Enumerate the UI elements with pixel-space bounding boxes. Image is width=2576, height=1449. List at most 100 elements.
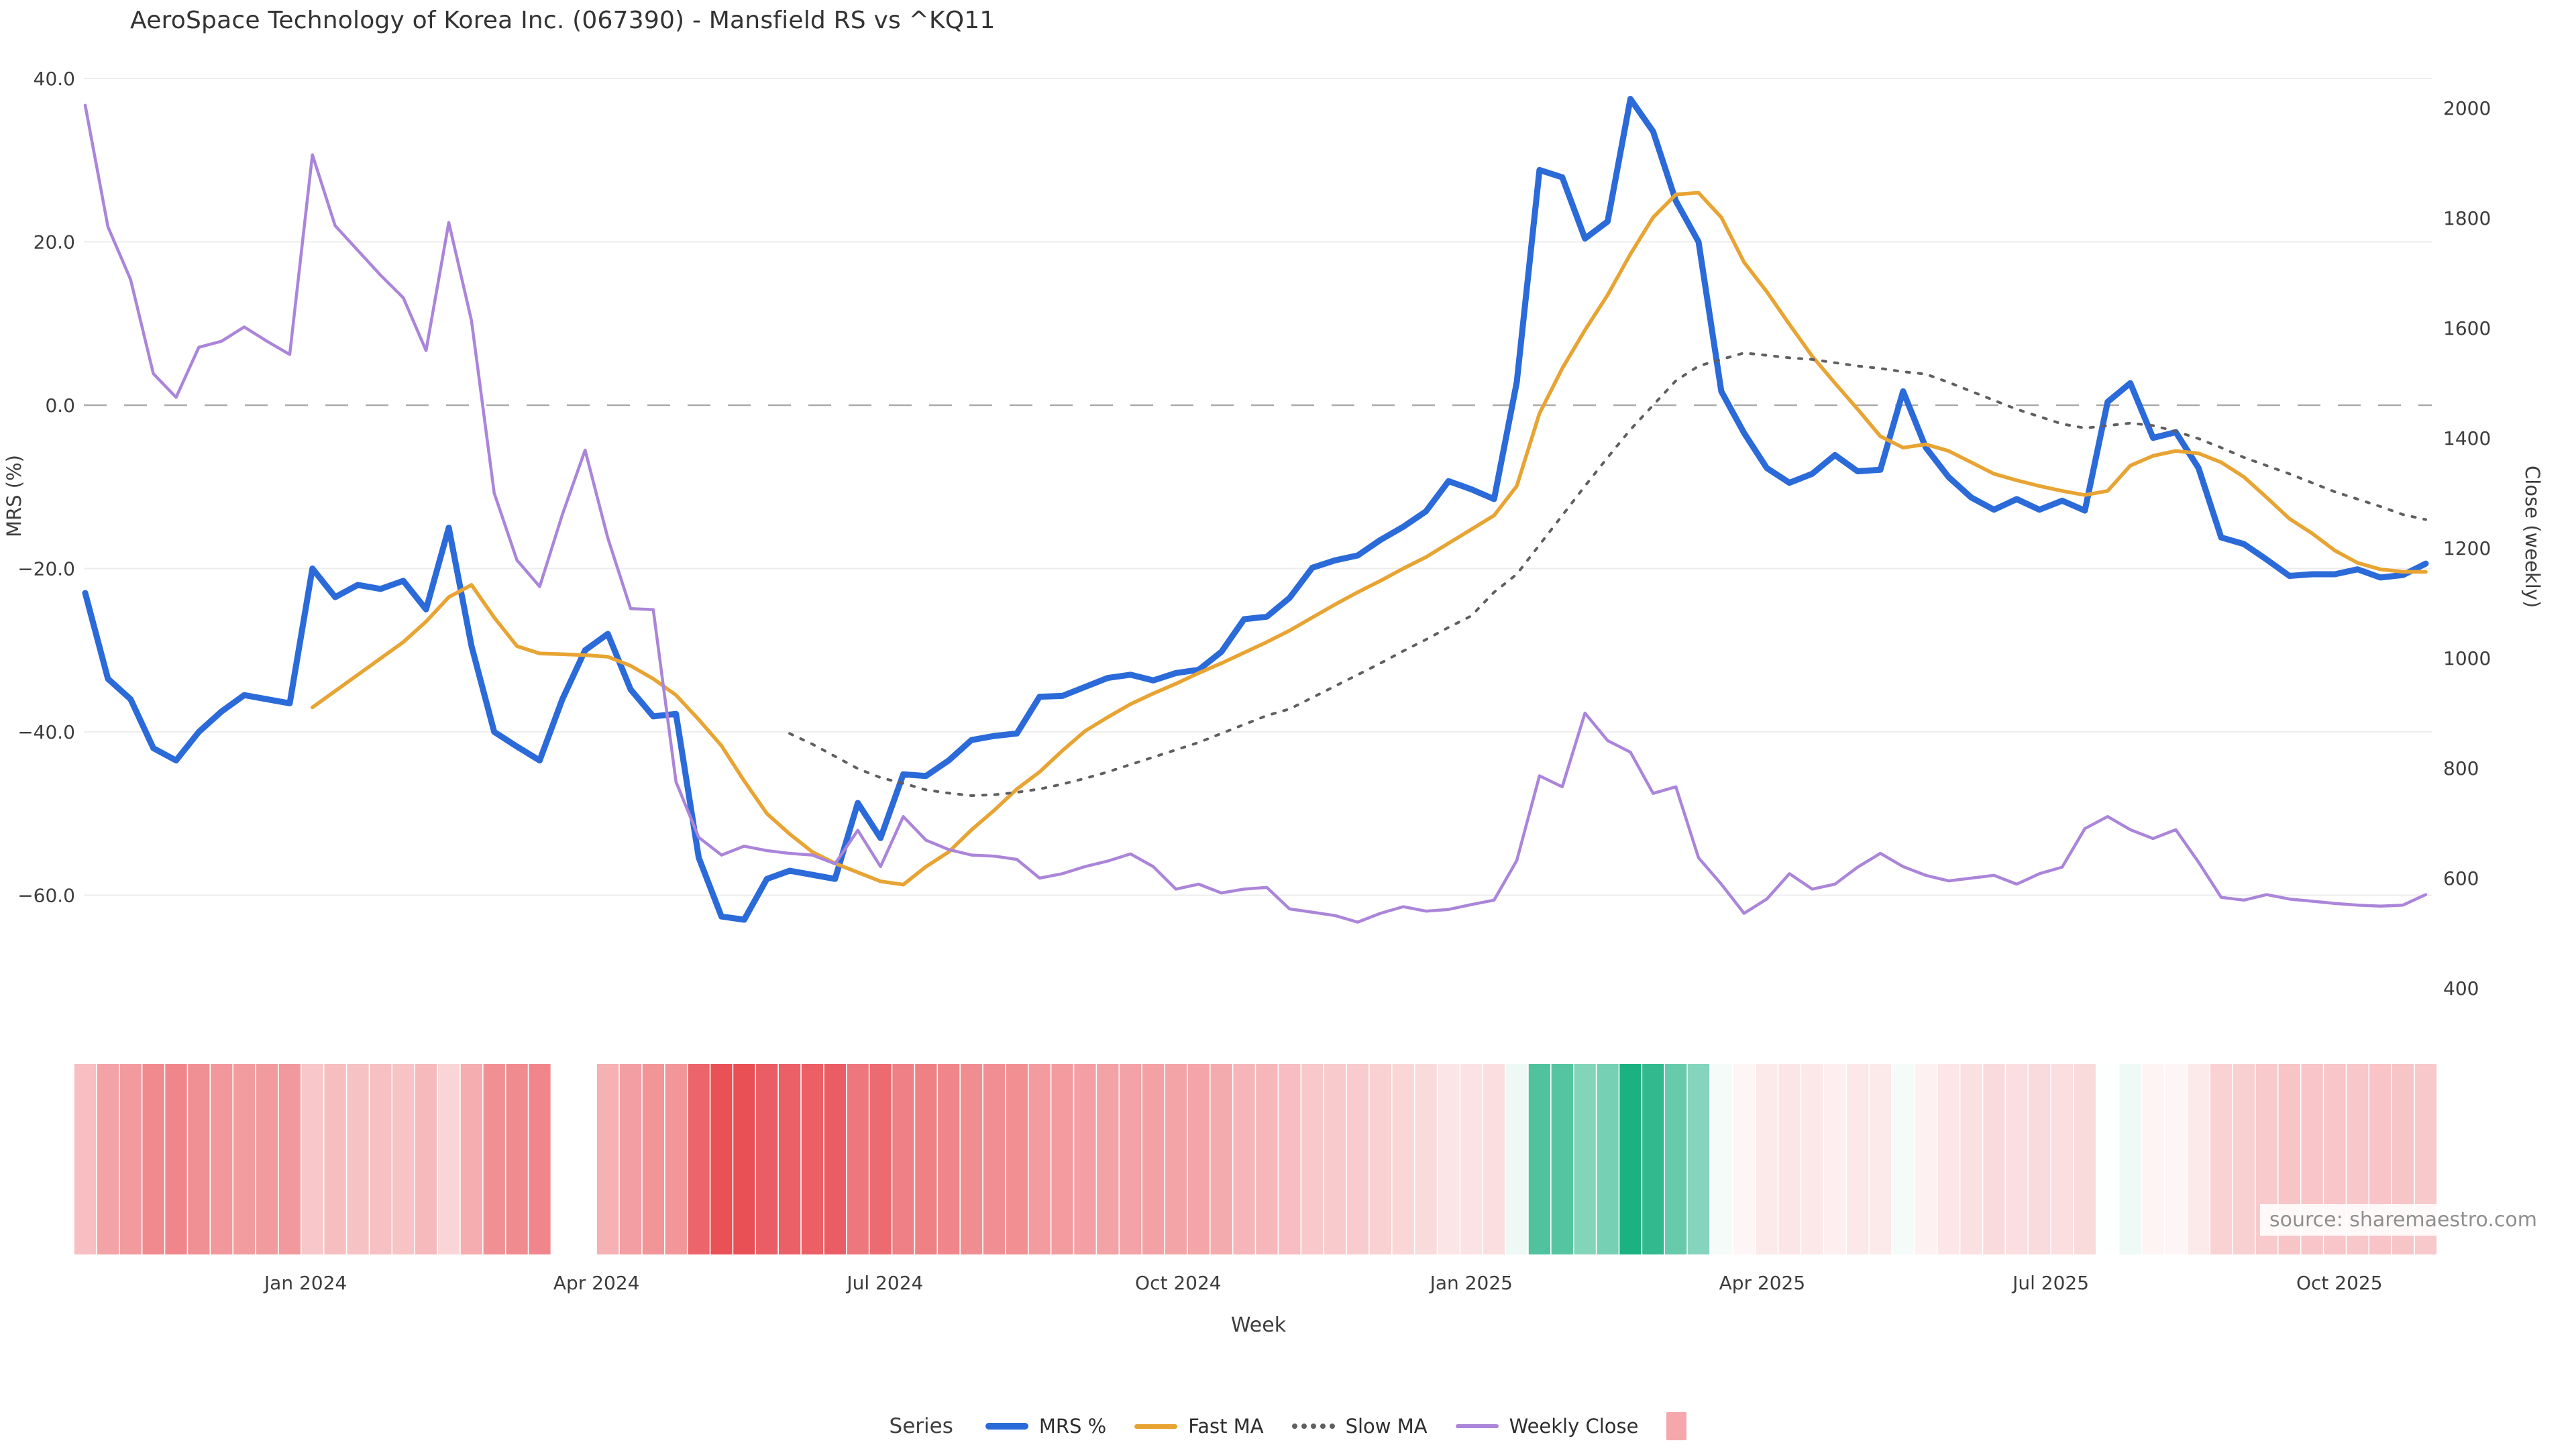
- heatmap-cell: [915, 1064, 937, 1254]
- legend-item-heatmap: [1666, 1412, 1687, 1440]
- y-left-tick-label: 0.0: [45, 394, 75, 417]
- heatmap-cell: [506, 1064, 528, 1254]
- heatmap-cell: [2142, 1064, 2164, 1254]
- heatmap-cell: [1074, 1064, 1096, 1254]
- x-tick-label: Apr 2024: [553, 1272, 640, 1294]
- legend-label-weekly-close: Weekly Close: [1509, 1415, 1639, 1438]
- heatmap-cell: [74, 1064, 97, 1254]
- x-tick-label: Jan 2025: [1429, 1272, 1513, 1294]
- heatmap-cell: [1960, 1064, 1982, 1254]
- heatmap-cell: [1369, 1064, 1391, 1254]
- heatmap-cell: [1301, 1064, 1324, 1254]
- legend-title: Series: [889, 1414, 953, 1438]
- heatmap-cell: [1597, 1064, 1619, 1254]
- heatmap-cell: [1824, 1064, 1846, 1254]
- heatmap-cell: [1756, 1064, 1778, 1254]
- x-tick-label: Oct 2025: [2296, 1272, 2383, 1294]
- heatmap-cell: [2119, 1064, 2141, 1254]
- heatmap-cell: [1937, 1064, 1960, 1254]
- heatmap-cell: [165, 1064, 187, 1254]
- series-line-weekly-close: [83, 103, 2428, 924]
- series-line-mrs: [82, 95, 2429, 923]
- heatmap-cell: [142, 1064, 164, 1254]
- heatmap-cell: [824, 1064, 846, 1254]
- heatmap-cell: [1619, 1064, 1642, 1254]
- heatmap-cell: [1551, 1064, 1573, 1254]
- heatmap-cell: [778, 1064, 801, 1254]
- heatmap-cell: [1847, 1064, 1869, 1254]
- heatmap-cell: [1483, 1064, 1505, 1254]
- heatmap-cell: [1528, 1064, 1551, 1254]
- y-right-tick-label: 1200: [2443, 537, 2491, 559]
- source-credit: source: sharemaestro.com: [2260, 1204, 2546, 1236]
- heatmap-cell: [938, 1064, 960, 1254]
- y-axis-label-right: Close (weekly): [2521, 465, 2544, 608]
- heatmap-cell: [1505, 1064, 1528, 1254]
- heatmap-cell: [1210, 1064, 1232, 1254]
- axis-tick-labels: 40.0 20.0 0.0 −20.0 −40.0 −60.0 2000 1800 1600 14…: [17, 68, 2491, 1294]
- heatmap-cell: [415, 1064, 437, 1254]
- legend-label-slow-ma: Slow MA: [1345, 1415, 1428, 1438]
- mrs-line-swatch-icon: [985, 1423, 1028, 1430]
- heatmap-cell: [619, 1064, 642, 1254]
- legend-item-slow-ma: Slow MA: [1291, 1415, 1428, 1438]
- x-tick-label: Jul 2025: [2011, 1272, 2089, 1294]
- heatmap-cell: [211, 1064, 233, 1254]
- heatmap-cell: [483, 1064, 505, 1254]
- y-right-tick-label: 1800: [2443, 207, 2491, 229]
- series-line-fast-ma: [310, 191, 2428, 887]
- heatmap-cell: [1733, 1064, 1755, 1254]
- heatmap-cell: [2051, 1064, 2074, 1254]
- heatmap-strip: [74, 1064, 2437, 1254]
- heatmap-cell: [1892, 1064, 1915, 1254]
- y-axis-label-left: MRS (%): [3, 455, 25, 538]
- legend-item-fast-ma: Fast MA: [1134, 1415, 1264, 1438]
- y-right-tick-label: 1000: [2443, 647, 2491, 669]
- heatmap-cell: [97, 1064, 119, 1254]
- heatmap-swatch-icon: [1666, 1412, 1687, 1440]
- heatmap-cell: [1415, 1064, 1437, 1254]
- heatmap-cell: [1778, 1064, 1801, 1254]
- heatmap-cell: [278, 1064, 301, 1254]
- heatmap-cell: [301, 1064, 323, 1254]
- heatmap-cell: [847, 1064, 869, 1254]
- gridlines: [84, 78, 2432, 896]
- heatmap-cell: [1687, 1064, 1710, 1254]
- heatmap-cell: [2210, 1064, 2233, 1254]
- heatmap-cell: [1665, 1064, 1687, 1254]
- heatmap-cell: [1574, 1064, 1596, 1254]
- heatmap-cell: [2006, 1064, 2028, 1254]
- heatmap-cell: [1028, 1064, 1051, 1254]
- heatmap-cell: [1142, 1064, 1165, 1254]
- heatmap-cell: [370, 1064, 392, 1254]
- heatmap-cell: [1983, 1064, 2005, 1254]
- slow-ma-dotted-swatch-icon: [1291, 1424, 1335, 1429]
- heatmap-cell: [233, 1064, 256, 1254]
- heatmap-cell: [1006, 1064, 1028, 1254]
- heatmap-cell: [733, 1064, 755, 1254]
- heatmap-cell: [1165, 1064, 1187, 1254]
- weekly-close-line-swatch-icon: [1455, 1424, 1499, 1428]
- heatmap-cell: [892, 1064, 914, 1254]
- heatmap-cell: [983, 1064, 1006, 1254]
- x-tick-label: Oct 2024: [1135, 1272, 1222, 1294]
- heatmap-cell: [2233, 1064, 2255, 1254]
- legend-item-weekly-close: Weekly Close: [1455, 1415, 1639, 1438]
- heatmap-cell: [1187, 1064, 1210, 1254]
- x-tick-label: Jul 2024: [845, 1272, 923, 1294]
- heatmap-cell: [756, 1064, 778, 1254]
- legend: Series MRS % Fast MA Slow MA Weekly Clos…: [0, 1406, 2576, 1446]
- heatmap-cell: [188, 1064, 210, 1254]
- fast-ma-line-swatch-icon: [1134, 1424, 1178, 1429]
- heatmap-cell: [2096, 1064, 2118, 1254]
- y-right-tick-label: 600: [2443, 867, 2479, 890]
- heatmap-cell: [1801, 1064, 1823, 1254]
- heatmap-cell: [596, 1064, 619, 1254]
- heatmap-cell: [642, 1064, 664, 1254]
- heatmap-cell: [1438, 1064, 1460, 1254]
- heatmap-cell: [1279, 1064, 1301, 1254]
- heatmap-cell: [1256, 1064, 1278, 1254]
- y-right-tick-label: 800: [2443, 757, 2479, 780]
- y-left-tick-label: −40.0: [17, 721, 75, 743]
- heatmap-cell: [2074, 1064, 2096, 1254]
